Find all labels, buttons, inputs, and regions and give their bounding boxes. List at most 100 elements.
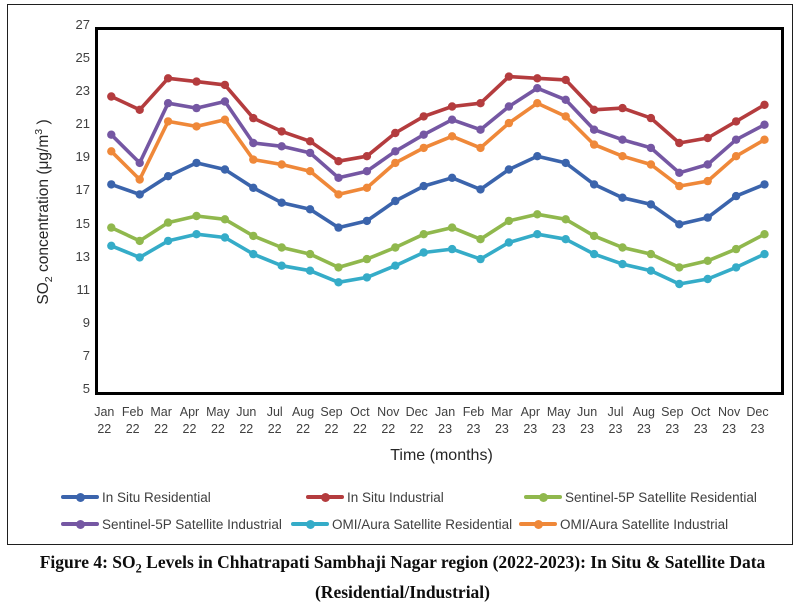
x-tick-year: 23 <box>551 422 566 436</box>
x-tick-label: Aug 23 <box>627 404 661 438</box>
x-tick-month: Mar <box>491 405 513 419</box>
y-tick-label: 11 <box>76 281 91 297</box>
data-point-marker <box>731 117 741 126</box>
y-tick-label: 9 <box>82 315 90 331</box>
data-point-marker <box>163 99 173 108</box>
data-point-marker <box>476 185 485 194</box>
data-point-marker <box>277 127 286 136</box>
legend-item-sentinel-5p-satellite-residential: Sentinel-5P Satellite Residential <box>524 490 757 505</box>
data-point-marker <box>504 118 514 128</box>
data-point-marker <box>220 80 230 90</box>
x-tick-label: May 22 <box>201 404 235 438</box>
data-point-marker <box>107 147 116 156</box>
data-point-marker <box>220 233 230 242</box>
y-tick-label: 27 <box>75 16 90 32</box>
data-point-marker <box>362 216 372 226</box>
series-sentinel-5p-satellite-industrial <box>107 84 769 182</box>
legend-label: In Situ Residential <box>102 489 211 505</box>
data-point-marker <box>163 117 173 126</box>
data-point-marker <box>334 190 343 199</box>
data-point-marker <box>561 235 570 244</box>
data-point-marker <box>362 273 372 282</box>
data-point-marker <box>760 120 769 129</box>
data-point-marker <box>249 231 258 241</box>
data-point-marker <box>589 125 599 134</box>
data-point-marker <box>163 74 173 83</box>
data-point-marker <box>362 254 372 264</box>
data-point-marker <box>760 249 769 259</box>
x-tick-month: Jun <box>577 405 598 419</box>
y-axis-title: SO2 concentration (μg/m3 ) <box>33 119 55 304</box>
x-tick-year: 22 <box>239 422 254 436</box>
x-tick-label: Jun 23 <box>570 404 604 438</box>
data-point-marker <box>107 241 116 250</box>
line-chart <box>107 72 769 289</box>
x-tick-year: 22 <box>125 422 140 436</box>
data-point-marker <box>447 223 457 232</box>
data-point-marker <box>476 254 485 264</box>
data-point-marker <box>249 155 258 164</box>
x-tick-month: Dec <box>746 405 769 419</box>
x-tick-label: Feb 22 <box>116 404 150 438</box>
x-tick-month: Jan <box>435 405 456 419</box>
data-point-marker <box>135 158 144 168</box>
data-point-marker <box>334 173 343 182</box>
legend-item-omi-aura-satellite-residential: OMI/Aura Satellite Residential <box>291 517 512 532</box>
x-tick-label: Nov 22 <box>371 404 405 438</box>
data-point-marker <box>305 249 315 259</box>
x-tick-label: Sep 23 <box>655 404 689 438</box>
x-tick-year: 23 <box>580 422 595 436</box>
legend-marker-icon <box>291 519 329 529</box>
data-point-marker <box>589 140 599 149</box>
data-point-marker <box>646 113 656 123</box>
data-point-marker <box>533 230 542 239</box>
x-tick-label: Mar 23 <box>485 404 519 438</box>
x-tick-label: Dec 22 <box>400 404 434 438</box>
data-point-marker <box>561 215 570 224</box>
x-tick-month: Nov <box>377 405 400 419</box>
data-point-marker <box>220 165 230 174</box>
data-point-marker <box>504 165 514 174</box>
legend-marker-icon <box>61 492 99 502</box>
data-point-marker <box>675 138 684 148</box>
data-point-marker <box>533 74 542 83</box>
data-point-marker <box>192 122 201 131</box>
data-point-marker <box>192 230 201 239</box>
x-tick-label: Jul 23 <box>599 404 633 438</box>
series-line <box>109 101 767 197</box>
legend-marker-icon <box>61 519 99 529</box>
x-tick-label: Mar 22 <box>144 404 178 438</box>
data-point-marker <box>731 135 741 144</box>
x-tick-year: 22 <box>182 422 197 436</box>
data-point-marker <box>334 263 343 272</box>
x-tick-month: Jun <box>236 405 257 419</box>
series-sentinel-5p-satellite-residential <box>107 210 769 272</box>
data-point-marker <box>447 102 457 111</box>
series-line <box>109 86 767 180</box>
plot-area <box>95 27 784 395</box>
data-point-marker <box>305 148 315 158</box>
data-point-marker <box>220 115 230 124</box>
data-point-marker <box>703 274 712 284</box>
data-point-marker <box>220 97 230 106</box>
data-point-marker <box>192 211 201 221</box>
x-tick-year: 23 <box>693 422 708 436</box>
y-tick-label: 15 <box>75 215 90 231</box>
x-axis-title: Time (months) <box>390 447 493 464</box>
caption-text-rest: Levels in Chhatrapati Sambhaji Nagar reg… <box>141 552 766 572</box>
y-tick-label: 13 <box>75 248 90 264</box>
x-tick-month: Mar <box>150 405 172 419</box>
data-point-marker <box>192 158 201 168</box>
x-tick-year: 22 <box>324 422 339 436</box>
x-tick-label: Jan 23 <box>428 404 462 438</box>
data-point-marker <box>419 130 428 139</box>
data-point-marker <box>305 137 315 146</box>
x-tick-label: Apr 22 <box>173 404 207 438</box>
data-point-marker <box>731 263 741 272</box>
data-point-marker <box>277 198 286 207</box>
data-point-marker <box>731 152 741 161</box>
x-tick-month: Dec <box>405 405 428 419</box>
data-point-marker <box>533 99 542 108</box>
data-point-marker <box>589 180 599 189</box>
x-tick-month: May <box>546 405 571 419</box>
